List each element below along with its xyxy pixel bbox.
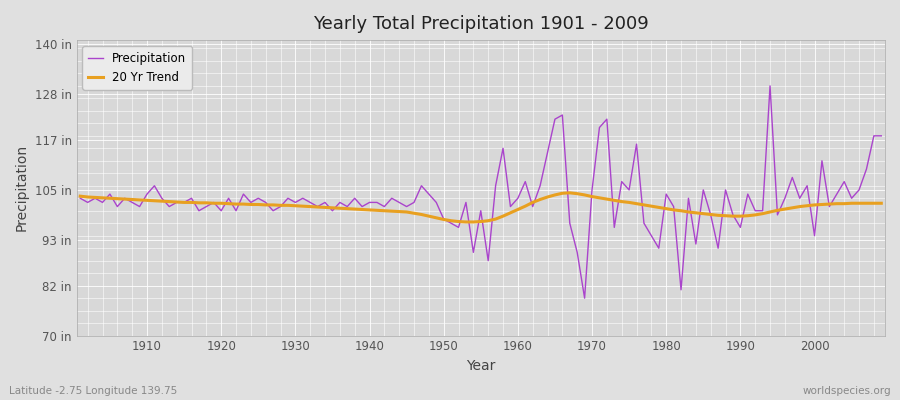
Legend: Precipitation, 20 Yr Trend: Precipitation, 20 Yr Trend (83, 46, 192, 90)
X-axis label: Year: Year (466, 359, 496, 373)
20 Yr Trend (616, 199, 627, 204)
Precipitation (765, 84, 776, 88)
Line: 20 Yr Trend: 20 Yr Trend (80, 193, 881, 222)
20 Yr Trend (297, 204, 308, 208)
Precipitation (297, 196, 308, 201)
20 Yr Trend (134, 198, 145, 202)
Text: Latitude -2.75 Longitude 139.75: Latitude -2.75 Longitude 139.75 (9, 386, 177, 396)
Precipitation (75, 196, 86, 201)
Precipitation (512, 196, 523, 201)
Precipitation (580, 296, 590, 300)
20 Yr Trend (461, 220, 472, 224)
Text: worldspecies.org: worldspecies.org (803, 386, 891, 396)
20 Yr Trend (520, 204, 531, 208)
Line: Precipitation: Precipitation (80, 86, 881, 298)
Precipitation (505, 204, 516, 209)
Y-axis label: Precipitation: Precipitation (15, 144, 29, 232)
Precipitation (342, 204, 353, 209)
20 Yr Trend (512, 207, 523, 212)
Precipitation (609, 225, 620, 230)
Title: Yearly Total Precipitation 1901 - 2009: Yearly Total Precipitation 1901 - 2009 (313, 15, 649, 33)
Precipitation (134, 204, 145, 209)
20 Yr Trend (342, 206, 353, 211)
20 Yr Trend (564, 190, 575, 195)
20 Yr Trend (75, 194, 86, 198)
Precipitation (876, 134, 886, 138)
20 Yr Trend (876, 201, 886, 206)
